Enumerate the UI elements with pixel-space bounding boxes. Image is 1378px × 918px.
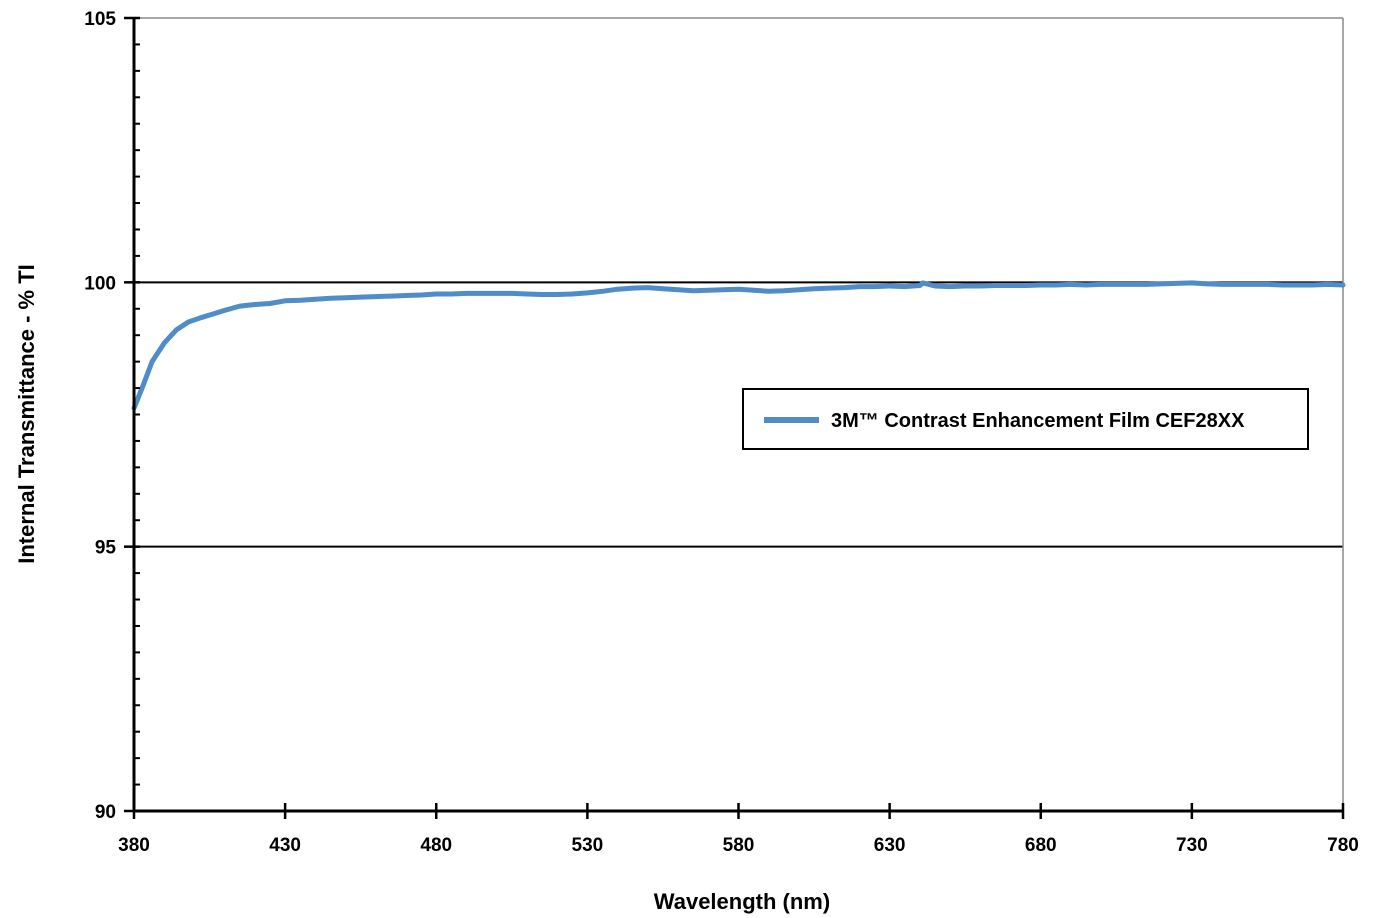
x-tick-label-780: 780 bbox=[1327, 835, 1359, 856]
series-line-0 bbox=[131, 280, 1346, 411]
y-tick-label-100: 100 bbox=[84, 273, 116, 294]
x-tick-label-530: 530 bbox=[572, 835, 604, 856]
x-tick-label-430: 430 bbox=[269, 835, 301, 856]
x-tick-label-730: 730 bbox=[1176, 835, 1208, 856]
axes: 90 95 100 105 380 430 480 530 580 630 680 730 780 bbox=[84, 9, 1359, 856]
legend: 3M™ Contrast Enhancement Film CEF28XX bbox=[742, 388, 1309, 450]
y-tick-label-90: 90 bbox=[95, 802, 116, 823]
x-axis-title: Wavelength (nm) bbox=[654, 889, 830, 914]
y-axis-title: Internal Transmittance - % TI bbox=[14, 264, 39, 564]
plot-frame bbox=[134, 17, 1344, 811]
legend-label: 3M™ Contrast Enhancement Film CEF28XX bbox=[831, 410, 1245, 432]
x-tick-label-480: 480 bbox=[420, 835, 452, 856]
x-tick-label-630: 630 bbox=[874, 835, 906, 856]
y-tick-label-105: 105 bbox=[84, 9, 116, 30]
legend-box bbox=[742, 388, 1309, 450]
x-tick-label-680: 680 bbox=[1025, 835, 1057, 856]
series-layer bbox=[131, 280, 1346, 411]
x-tick-label-580: 580 bbox=[723, 835, 755, 856]
y-tick-label-95: 95 bbox=[95, 538, 117, 559]
x-tick-label-380: 380 bbox=[118, 835, 150, 856]
